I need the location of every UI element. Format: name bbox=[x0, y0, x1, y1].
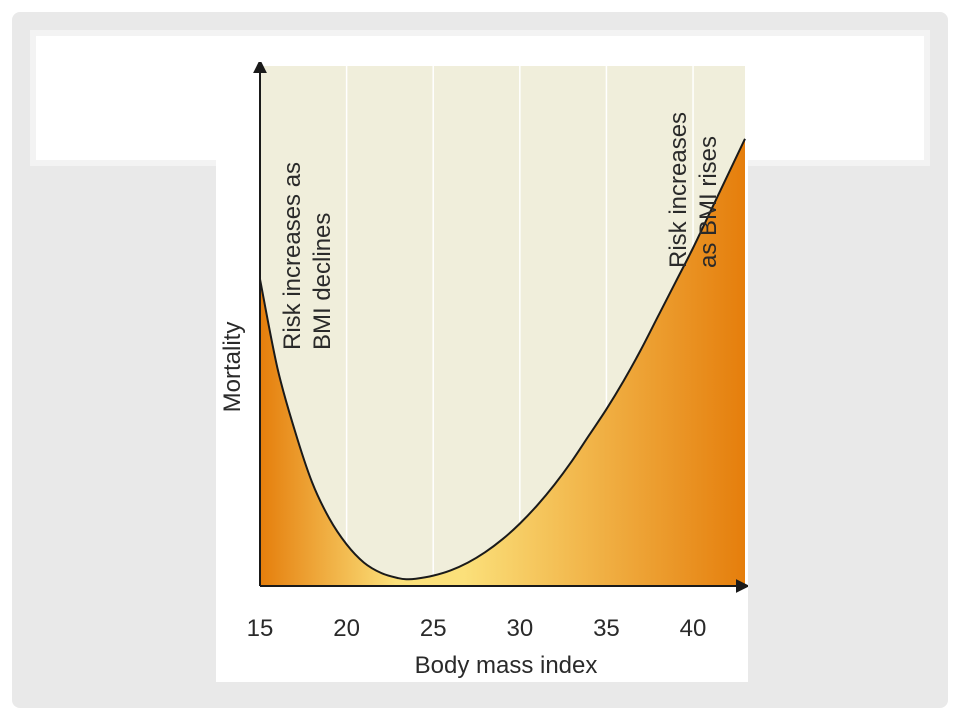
x-tick-labels: 15 20 25 30 35 40 bbox=[247, 615, 707, 642]
chart-figure: 15 20 25 30 35 40 Body mass index Mortality R… bbox=[216, 59, 750, 682]
x-tick-label: 35 bbox=[593, 615, 620, 642]
x-tick-label: 20 bbox=[333, 615, 360, 642]
series-curve-line bbox=[259, 138, 746, 581]
annotation-text: Risk increases as BMI rises bbox=[665, 112, 722, 268]
x-tick-label: 30 bbox=[506, 615, 533, 642]
annotation-line: BMI declines bbox=[309, 213, 336, 350]
bmi-mortality-chart: 15 20 25 30 35 40 Body mass index Mortality R… bbox=[219, 59, 750, 679]
x-axis-label: Body mass index bbox=[415, 652, 598, 679]
x-tick-label: 15 bbox=[247, 615, 274, 642]
y-axis-label: Mortality bbox=[219, 322, 246, 413]
annotation-text: Risk increases as BMI declines bbox=[279, 162, 336, 350]
x-tick-label: 40 bbox=[680, 615, 707, 642]
annotation-line: Risk increases bbox=[665, 112, 692, 268]
annotation-line: as BMI rises bbox=[695, 136, 722, 268]
series-area-fill bbox=[260, 138, 745, 587]
x-tick-label: 25 bbox=[420, 615, 447, 642]
annotation-line: Risk increases as bbox=[279, 162, 306, 350]
